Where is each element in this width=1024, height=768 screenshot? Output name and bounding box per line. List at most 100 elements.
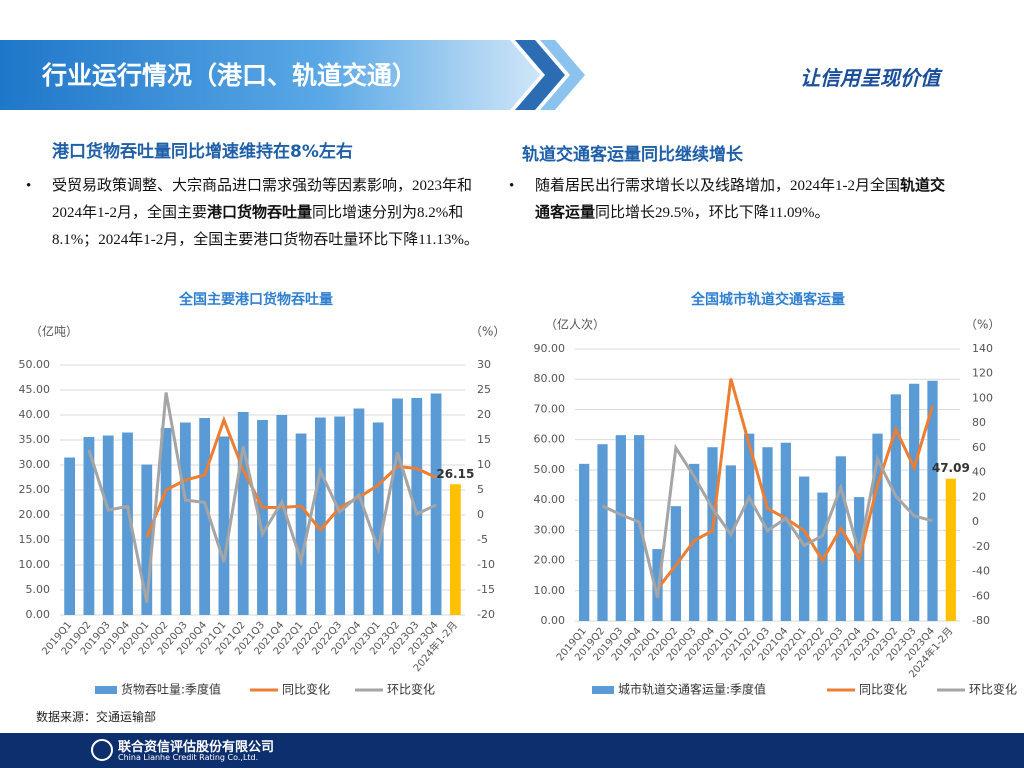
bullet-text: 同比增速分别为8.2%和8.1%；2024年1-2月，全国主要港口货物吞吐量环比… — [52, 205, 479, 248]
bar — [890, 394, 901, 621]
y2-tick-label: 40 — [972, 466, 986, 479]
y2-tick-label: 140 — [972, 342, 993, 355]
bar — [218, 436, 230, 615]
bullet-text: 港口货物吞吐量 — [207, 205, 313, 221]
line — [87, 392, 437, 603]
bar — [334, 416, 346, 615]
chart: 全国城市轨道交通客运量 （亿人次） （%） 0.00 10.00 20.00 30.00 40… — [534, 291, 1018, 697]
bar — [615, 435, 626, 621]
y-tick-label: 60.00 — [534, 433, 566, 446]
bar — [64, 457, 76, 615]
bar — [295, 433, 307, 615]
y-tick-label: 10.00 — [534, 584, 566, 597]
legend-label: 同比变化 — [282, 682, 330, 697]
y2-tick-label: -5 — [477, 533, 488, 546]
bar — [102, 435, 114, 615]
y2-tick-label: 30 — [477, 358, 491, 371]
bar — [179, 422, 191, 615]
logo — [91, 739, 113, 761]
bar — [762, 447, 773, 621]
y-tick-label: 40.00 — [19, 408, 51, 421]
bar — [372, 422, 384, 615]
bullet-text: 同比增长29.5%，环比下降11.09%。 — [595, 205, 830, 221]
chart: 全国主要港口货物吞吐量 （亿吨） （%） 0.00 5.00 10.00 15.00 20.0… — [19, 291, 506, 697]
y-tick-label: 30.00 — [534, 523, 566, 536]
bar — [392, 398, 403, 615]
bar — [257, 420, 268, 615]
line — [601, 443, 933, 598]
bar — [449, 484, 461, 615]
title-banner — [0, 40, 540, 110]
y2-tick-label: 15 — [477, 433, 491, 446]
company: 联合资信评估股份有限公司 — [118, 740, 275, 755]
bar — [141, 464, 153, 615]
bar — [707, 447, 718, 621]
y2-tick-label: -60 — [972, 589, 990, 602]
y-tick-label: 50.00 — [19, 358, 51, 371]
y-tick-label: 45.00 — [19, 383, 51, 396]
slogan: 让信用呈现价值 — [800, 66, 940, 90]
y2-tick-label: -80 — [972, 614, 990, 627]
y2-axis-label: （%） — [470, 325, 505, 339]
y-tick-label: 0.00 — [26, 608, 51, 621]
bar — [799, 476, 810, 621]
y-tick-label: 50.00 — [534, 463, 566, 476]
y2-tick-label: 20 — [972, 490, 986, 503]
chevron — [540, 40, 585, 110]
y-tick-label: 15.00 — [19, 533, 51, 546]
bar — [945, 478, 956, 621]
y-tick-label: 20.00 — [19, 508, 51, 521]
y-tick-label: 25.00 — [19, 483, 51, 496]
bar — [353, 408, 365, 615]
company-en: China Lianhe Credit Rating Co.,Ltd. — [118, 753, 259, 762]
y-tick-label: 20.00 — [534, 554, 566, 567]
bullet-text: 随着居民出行需求增长以及线路增加，2024年1-2月全国 — [535, 178, 900, 194]
bar — [744, 433, 755, 621]
y-tick-label: 30.00 — [19, 458, 51, 471]
y-tick-label: 90.00 — [534, 342, 566, 355]
bar — [780, 442, 791, 621]
y-tick-label: 0.00 — [541, 614, 566, 627]
data-label: 26.15 — [436, 467, 474, 481]
bar — [160, 428, 172, 615]
legend-label: 同比变化 — [859, 682, 907, 697]
y2-tick-label: -15 — [477, 583, 495, 596]
bar — [122, 432, 133, 615]
bullet-text: 受贸易政策调整、大宗商品进口需求强劲等因素影响，2023年和2024年1-2月，… — [52, 178, 473, 221]
y2-tick-label: -40 — [972, 565, 990, 578]
bar — [597, 444, 608, 621]
heading: 港口货物吞吐量同比增速维持在8%左右 — [52, 142, 353, 162]
y2-tick-label: -20 — [477, 608, 495, 621]
y-tick-label: 80.00 — [534, 372, 566, 385]
bar — [83, 437, 95, 615]
y2-tick-label: 60 — [972, 441, 986, 454]
y2-tick-label: 10 — [477, 458, 491, 471]
bullet: 随着居民出行需求增长以及线路增加，2024年1-2月全国轨道交通客运量同比增长2… — [509, 173, 955, 227]
heading: 轨道交通客运量同比继续增长 — [522, 145, 743, 165]
bar — [927, 380, 938, 621]
bar — [835, 456, 846, 621]
chevron — [515, 40, 565, 110]
bar — [725, 465, 736, 621]
bar — [411, 398, 423, 615]
bullet: 受贸易政策调整、大宗商品进口需求强劲等因素影响，2023年和2024年1-2月，… — [26, 173, 497, 254]
bar — [237, 412, 249, 615]
bar — [817, 492, 828, 621]
line — [656, 378, 934, 590]
legend-swatch — [95, 686, 117, 694]
data-label: 47.09 — [932, 461, 970, 475]
legend-label: 环比变化 — [969, 682, 1017, 697]
y-axis-label: （亿吨） — [30, 324, 78, 339]
legend-label: 货物吞吐量:季度值 — [121, 682, 221, 697]
y-tick-label: 70.00 — [534, 402, 566, 415]
y2-tick-label: 5 — [477, 483, 484, 496]
y2-tick-label: 100 — [972, 391, 993, 404]
legend-swatch — [592, 686, 614, 694]
y2-axis-label: （%） — [965, 318, 1000, 332]
y-tick-label: 5.00 — [26, 583, 51, 596]
y2-tick-label: 25 — [477, 383, 491, 396]
footer-bar — [0, 733, 1024, 768]
source: 数据来源：交通运输部 — [36, 710, 157, 724]
bar — [199, 418, 211, 615]
